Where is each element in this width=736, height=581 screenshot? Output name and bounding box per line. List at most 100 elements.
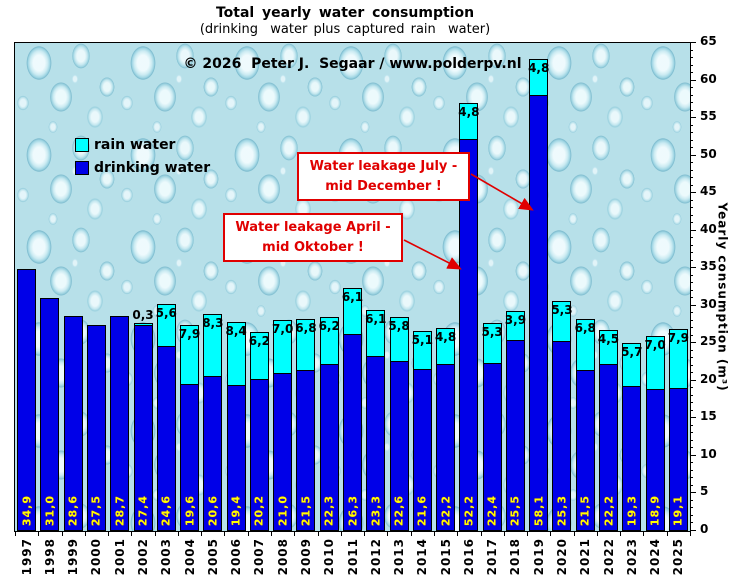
drinking-value-label-2006: 19,4 (229, 494, 243, 526)
y-major-tick-50 (690, 155, 696, 156)
drinking-value-label-2018: 25,5 (508, 494, 522, 526)
rain-value-label-2003: 5,6 (155, 306, 177, 320)
y-minor-tick-57 (690, 102, 693, 103)
bar-rain-2012 (366, 310, 385, 357)
year-label-2003: 2003 (159, 538, 174, 576)
y-minor-tick-29 (690, 312, 693, 313)
x-tick-25 (597, 532, 598, 536)
rain-value-label-2006: 8,4 (225, 324, 247, 338)
x-tick-4 (108, 532, 109, 536)
y-minor-tick-56 (690, 110, 693, 111)
legend: rain water drinking water (75, 137, 210, 183)
y-minor-tick-16 (690, 410, 693, 411)
annotation-leakage-april-oktober: Water leakage April - mid Oktober ! (223, 213, 403, 262)
drinking-value-label-2000: 27,5 (89, 494, 103, 526)
y-minor-tick-38 (690, 245, 693, 246)
drinking-value-label-2010: 22,3 (322, 494, 336, 526)
year-label-2010: 2010 (322, 538, 337, 576)
drinking-value-label-2011: 26,3 (346, 494, 359, 526)
drinking-value-label-2021: 21,5 (578, 494, 592, 526)
x-tick-7 (178, 532, 179, 536)
y-tick-label-0: 0 (700, 522, 709, 536)
drinking-value-label-2024: 18,9 (648, 494, 662, 526)
y-minor-tick-9 (690, 462, 693, 463)
drinking-value-label-2008: 21,0 (276, 494, 290, 526)
bar-rain-2025 (669, 329, 688, 389)
year-label-2004: 2004 (182, 538, 197, 576)
rain-value-label-2005: 8,3 (202, 316, 224, 330)
y-axis-title: Yearly consumption (m³) (715, 202, 730, 392)
x-tick-14 (341, 532, 342, 536)
bar-rain-2019 (529, 59, 548, 96)
y-minor-tick-31 (690, 297, 693, 298)
y-minor-tick-64 (690, 50, 693, 51)
rain-value-label-2008: 7,0 (272, 322, 294, 336)
year-label-2016: 2016 (461, 538, 476, 576)
bar-rain-2020 (552, 301, 571, 342)
bar-rain-2002 (134, 323, 153, 326)
drinking-value-label-2005: 20,6 (206, 494, 220, 526)
rain-value-label-2012: 6,1 (365, 312, 387, 326)
rain-value-label-2015: 4,8 (434, 330, 457, 344)
x-tick-21 (504, 532, 505, 536)
y-minor-tick-59 (690, 87, 693, 88)
y-minor-tick-32 (690, 290, 693, 291)
bar-drinking-1997 (17, 269, 36, 531)
y-minor-tick-44 (690, 200, 693, 201)
year-label-2023: 2023 (624, 538, 639, 576)
drinking-value-label-2015: 22,2 (439, 494, 453, 526)
bar-drinking-2000 (87, 325, 106, 531)
year-label-2018: 2018 (508, 538, 523, 576)
year-label-2007: 2007 (252, 538, 267, 576)
year-label-2014: 2014 (415, 538, 430, 576)
bar-rain-2018 (506, 311, 525, 341)
y-minor-tick-17 (690, 402, 693, 403)
rain-water-swatch (75, 138, 89, 152)
y-minor-tick-22 (690, 365, 693, 366)
y-minor-tick-53 (690, 132, 693, 133)
copyright-text: © 2026 Peter J. Segaar / www.polderpv.nl (183, 56, 522, 72)
bar-rain-2022 (599, 330, 618, 365)
y-minor-tick-63 (690, 57, 693, 58)
legend-label-rain-water: rain water (94, 137, 176, 153)
x-tick-18 (434, 532, 435, 536)
y-major-tick-10 (690, 455, 696, 456)
y-major-tick-40 (690, 230, 696, 231)
y-minor-tick-23 (690, 357, 693, 358)
x-tick-28 (667, 532, 668, 536)
y-minor-tick-3 (690, 507, 693, 508)
drinking-value-label-2002: 27,4 (136, 494, 150, 526)
y-minor-tick-37 (690, 252, 693, 253)
bar-rain-2009 (296, 319, 315, 371)
year-label-2012: 2012 (368, 538, 383, 576)
x-tick-12 (294, 532, 295, 536)
rain-value-label-2023: 5,7 (621, 345, 643, 359)
year-label-2024: 2024 (648, 538, 663, 576)
rain-value-label-2020: 5,3 (551, 303, 573, 317)
x-tick-20 (481, 532, 482, 536)
drinking-value-label-2025: 19,1 (671, 494, 685, 526)
bar-rain-2015 (436, 328, 455, 365)
bar-rain-2004 (180, 325, 199, 385)
y-minor-tick-52 (690, 140, 693, 141)
rain-value-label-2013: 5,8 (388, 319, 410, 333)
y-minor-tick-28 (690, 320, 693, 321)
year-label-2020: 2020 (554, 538, 569, 576)
y-minor-tick-2 (690, 515, 693, 516)
y-tick-label-55: 55 (700, 109, 717, 123)
y-tick-label-35: 35 (700, 259, 717, 273)
y-tick-label-65: 65 (700, 34, 717, 48)
y-minor-tick-62 (690, 65, 693, 66)
bar-rain-2023 (622, 343, 641, 387)
y-tick-label-5: 5 (700, 484, 709, 498)
drinking-value-label-2003: 24,6 (159, 494, 173, 526)
y-minor-tick-49 (690, 162, 693, 163)
y-minor-tick-6 (690, 485, 693, 486)
bar-drinking-1998 (40, 298, 59, 531)
annotation-leakage-july-december: Water leakage July - mid December ! (297, 152, 470, 201)
plot-area: © 2026 Peter J. Segaar / www.polderpv.nl… (14, 42, 691, 532)
y-minor-tick-36 (690, 260, 693, 261)
bar-rain-2021 (576, 319, 595, 371)
y-minor-tick-18 (690, 395, 693, 396)
rain-value-label-2025: 7,9 (667, 331, 689, 345)
